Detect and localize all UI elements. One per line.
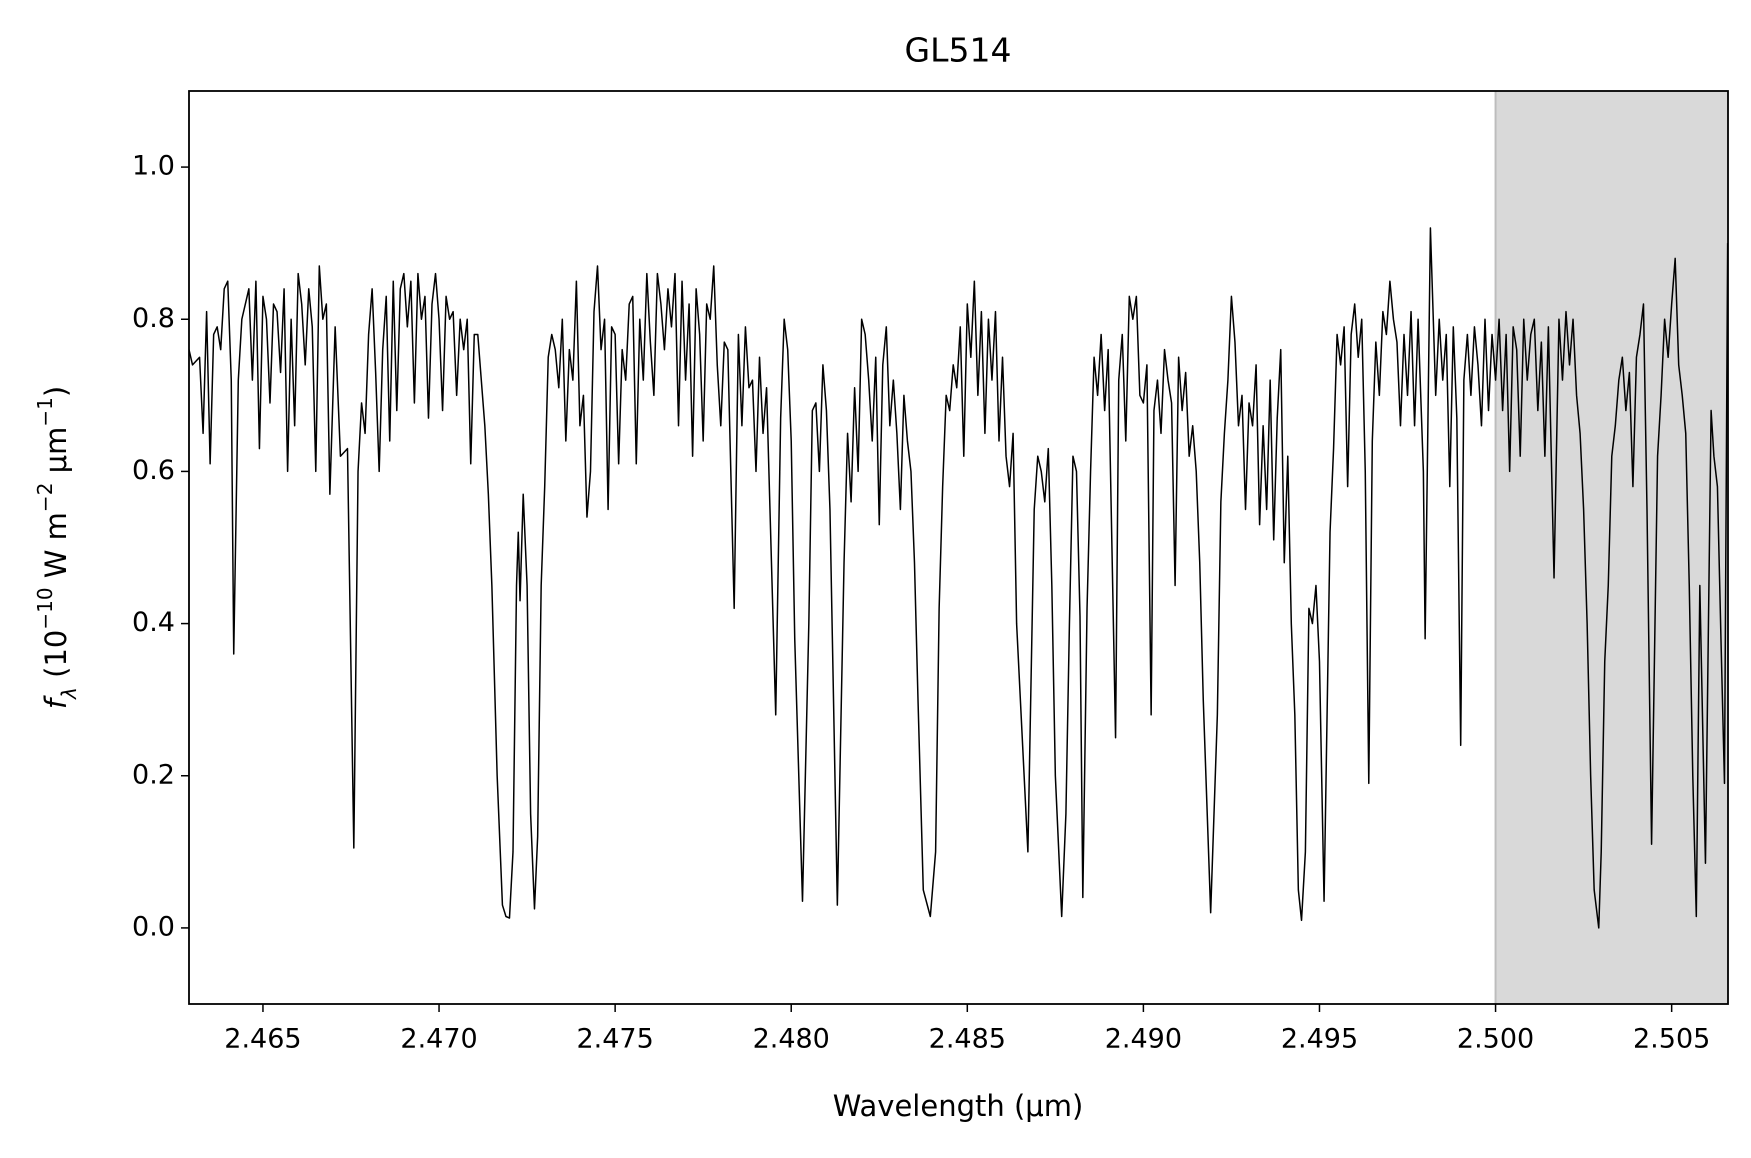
y-tick-label: 0.6 — [132, 455, 175, 486]
y-tick-label: 0.0 — [132, 911, 175, 942]
x-tick-label: 2.485 — [929, 1024, 1006, 1055]
plot-frame — [188, 90, 1729, 1005]
spectrum-line — [189, 227, 1728, 929]
y-label-part: W m — [39, 512, 73, 587]
chart-title: GL514 — [905, 31, 1012, 70]
y-label-part: −1 — [33, 397, 57, 426]
x-tick-label: 2.480 — [753, 1024, 830, 1055]
y-tick-label: 0.4 — [132, 607, 175, 638]
shaded-span — [1495, 91, 1728, 1004]
x-tick-label: 2.495 — [1281, 1024, 1358, 1055]
y-label-part: λ — [57, 687, 81, 700]
x-tick-label: 2.465 — [224, 1024, 301, 1055]
y-label-part: −10 — [33, 587, 57, 629]
y-axis-label: fλ (10−10 W m−2 μm−1) — [33, 386, 81, 709]
y-label-part: (10 — [39, 630, 73, 687]
x-tick-label: 2.470 — [400, 1024, 477, 1055]
x-tick-label: 2.500 — [1457, 1024, 1534, 1055]
x-tick-label: 2.505 — [1633, 1024, 1710, 1055]
y-tick-label: 0.2 — [132, 759, 175, 790]
x-axis-label: Wavelength (μm) — [833, 1089, 1084, 1123]
y-label-part: −2 — [33, 483, 57, 512]
y-label-part: μm — [39, 427, 73, 483]
y-tick-label: 1.0 — [132, 151, 175, 182]
y-label-part: ) — [39, 386, 73, 397]
y-tick-label: 0.8 — [132, 303, 175, 334]
x-tick-label: 2.490 — [1105, 1024, 1182, 1055]
x-tick-label: 2.475 — [576, 1024, 653, 1055]
